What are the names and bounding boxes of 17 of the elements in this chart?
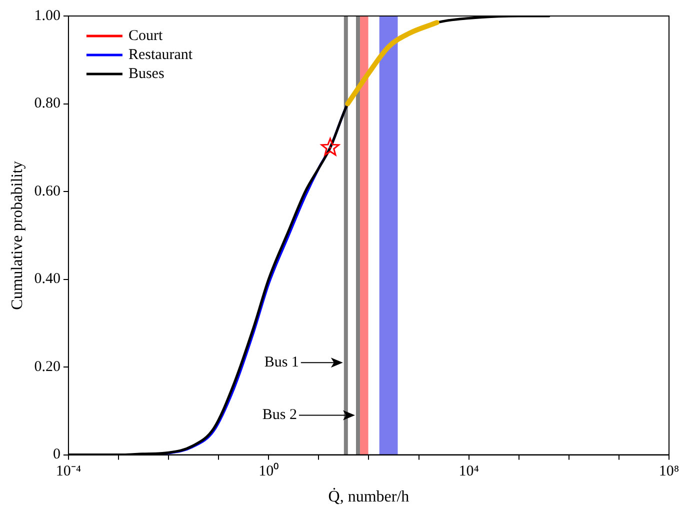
x-tick-label: 10⁴: [458, 464, 479, 480]
legend-label: Court: [128, 28, 164, 44]
x-axis-title: Q̇, number/h: [328, 488, 410, 506]
ref-line-label: Bus 2: [262, 407, 297, 424]
y-tick-label: 0.40: [34, 271, 60, 288]
y-tick-label: 0.80: [34, 96, 60, 112]
legend-label: Restaurant: [128, 46, 194, 63]
y-tick-label: 1.00: [34, 8, 60, 24]
ref-line-label: Bus 1: [264, 354, 299, 371]
y-tick-label: 0: [52, 446, 60, 463]
y-tick-label: 0.60: [34, 183, 60, 200]
x-tick-label: 10⁰: [258, 462, 279, 480]
x-tick-label: 10⁸: [658, 464, 680, 480]
y-tick-label: 0.20: [34, 358, 60, 375]
x-tick-label: 10⁻⁴: [56, 464, 82, 480]
y-axis-title: Cumulative probability: [8, 160, 26, 310]
legend-label: Buses: [128, 66, 164, 82]
